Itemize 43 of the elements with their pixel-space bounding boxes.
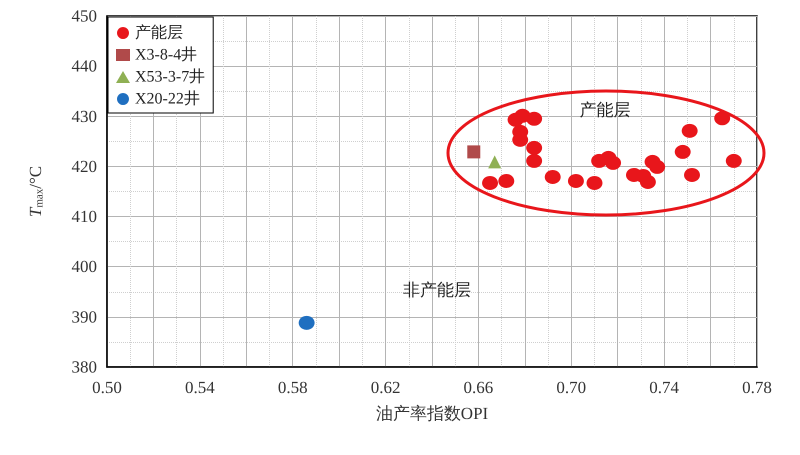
y-tick-label: 430 xyxy=(72,106,97,126)
point xyxy=(526,112,542,126)
point xyxy=(298,316,315,330)
point xyxy=(526,140,542,155)
x-tick-label: 0.78 xyxy=(742,378,772,397)
x-tick-label: 0.62 xyxy=(370,378,400,397)
annotation: 非产能层 xyxy=(403,280,471,300)
legend-label: 产能层 xyxy=(135,24,183,42)
point xyxy=(586,176,602,190)
point xyxy=(488,155,502,168)
y-tick-label: 450 xyxy=(72,6,97,26)
y-tick-label: 390 xyxy=(72,307,97,326)
legend-label: X3-8-4井 xyxy=(135,46,198,64)
x-tick-label: 0.54 xyxy=(184,378,216,397)
legend-label: X53-3-7井 xyxy=(135,68,206,86)
legend-label: X20-22井 xyxy=(135,90,200,108)
y-tick-label: 440 xyxy=(72,56,97,76)
annotation: 产能层 xyxy=(580,100,630,120)
point xyxy=(482,176,498,190)
point xyxy=(544,170,561,184)
point xyxy=(649,160,666,174)
x-tick-label: 0.74 xyxy=(649,378,680,397)
point xyxy=(684,168,700,182)
point xyxy=(726,154,742,168)
point xyxy=(674,144,691,159)
x-tick-label: 0.50 xyxy=(92,378,122,397)
point xyxy=(605,156,622,170)
y-tick-label: 410 xyxy=(72,207,97,226)
y-tick-label: 420 xyxy=(72,156,97,176)
x-tick-label: 0.70 xyxy=(556,378,586,397)
y-tick-label: 400 xyxy=(72,257,97,276)
point xyxy=(714,111,730,126)
point xyxy=(498,174,514,188)
y-tick-label: 380 xyxy=(72,358,97,376)
x-tick-label: 0.66 xyxy=(464,378,494,397)
x-tick-label: 0.58 xyxy=(278,378,308,397)
point xyxy=(467,145,480,158)
point xyxy=(682,124,698,138)
point xyxy=(640,174,656,189)
x-axis-title: 油产率指数OPI xyxy=(376,404,489,423)
point xyxy=(568,174,584,188)
point xyxy=(526,154,542,168)
y-axis-title: Tmax/°C xyxy=(26,166,46,218)
